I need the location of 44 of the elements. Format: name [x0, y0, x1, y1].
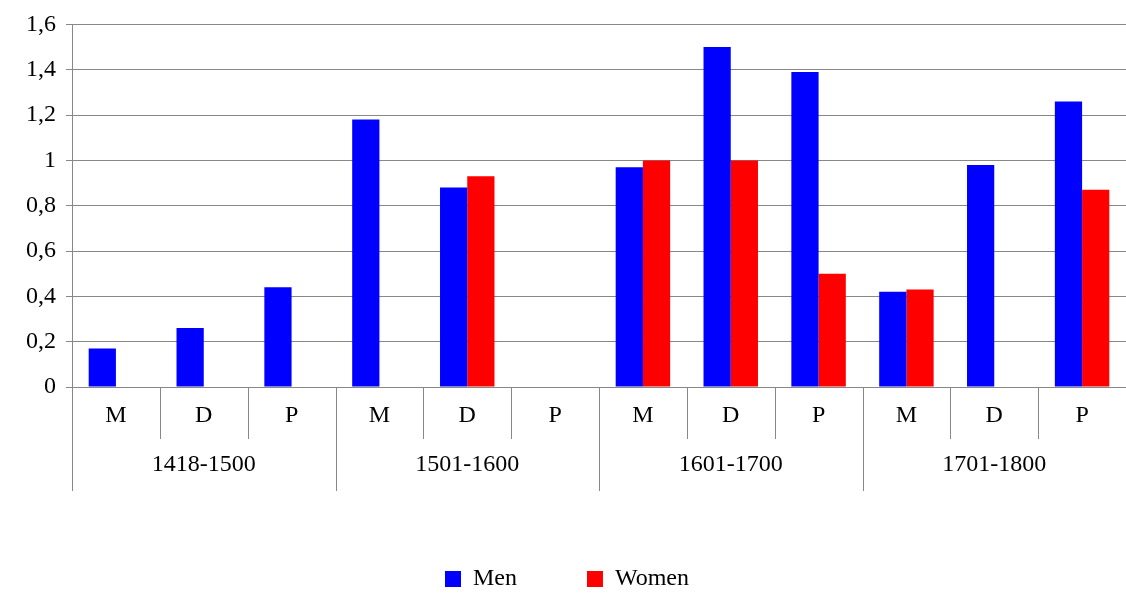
y-tick-label: 0,8 — [26, 191, 56, 217]
y-tick-label: 0,6 — [26, 236, 56, 263]
bar — [1054, 101, 1083, 387]
x-tick-label: M — [105, 400, 127, 427]
text: 1418-1500 — [151, 450, 256, 477]
x-tick-label: P — [1075, 400, 1089, 427]
x-tick-label: P — [284, 400, 299, 427]
bar — [615, 167, 643, 387]
bar — [1082, 189, 1110, 387]
x-tick-label: M — [895, 400, 918, 427]
bar — [730, 160, 758, 387]
bar — [967, 164, 995, 387]
y-tick-label: 1 — [44, 145, 56, 172]
x-tick-label: P — [811, 400, 826, 427]
bar — [879, 291, 907, 387]
x-tick-label: M — [632, 400, 654, 427]
y-tick-label: 0,2 — [26, 326, 56, 353]
bar — [440, 187, 468, 387]
y-tick-label: 1,6 — [26, 9, 56, 36]
x-tick-label: D — [195, 400, 213, 427]
x-tick-label: D — [722, 400, 740, 427]
x-tick-label: D — [985, 400, 1003, 427]
bar — [88, 348, 116, 387]
bar — [818, 273, 846, 387]
text: 1501-1600 — [415, 450, 520, 477]
text: 1701-1800 — [942, 450, 1047, 477]
bar — [352, 119, 380, 387]
legend-label: Women — [614, 564, 690, 591]
bar — [467, 176, 495, 387]
x-tick-label: D — [458, 400, 476, 427]
legend-label: Men — [472, 564, 517, 591]
bar — [264, 287, 292, 387]
bar — [703, 47, 731, 387]
y-tick-label: 0 — [44, 372, 56, 399]
y-tick-label: 0,4 — [26, 281, 56, 308]
x-tick-label: M — [368, 400, 391, 427]
x-tick-label: P — [548, 400, 562, 427]
bar — [791, 71, 819, 387]
text: 1601-1700 — [678, 450, 783, 477]
y-tick-label: 1,2 — [26, 100, 56, 127]
bar — [642, 160, 671, 387]
bar — [176, 328, 204, 387]
bar — [906, 289, 934, 387]
y-tick-label: 1,4 — [26, 55, 56, 82]
